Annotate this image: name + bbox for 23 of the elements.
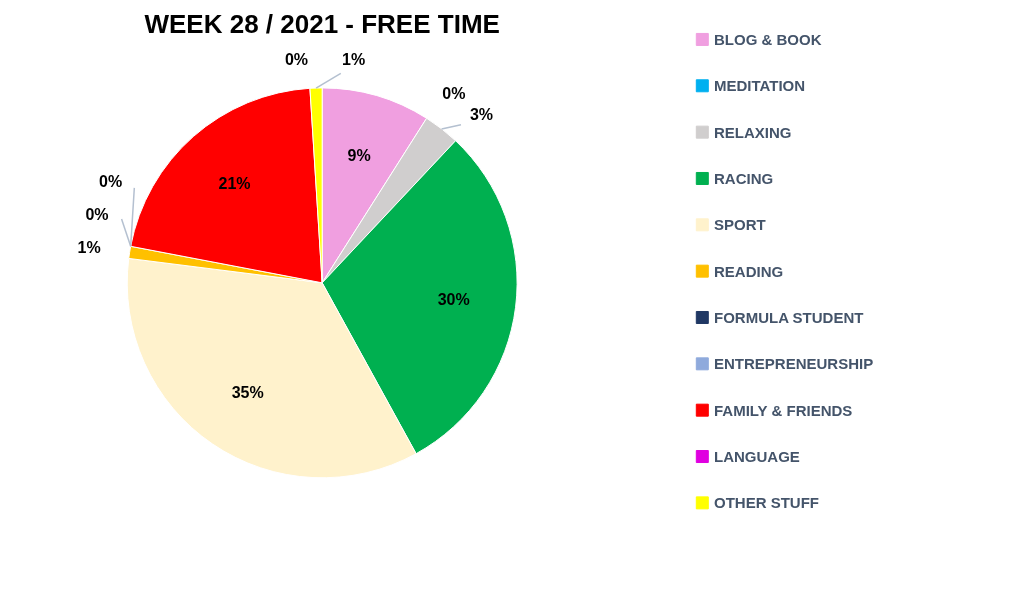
data-label: 9% — [347, 147, 371, 165]
legend-label: RELAXING — [714, 123, 792, 141]
legend-label: OTHER STUFF — [714, 494, 820, 512]
data-label: 30% — [437, 290, 470, 308]
legend-label: SPORT — [714, 216, 766, 234]
legend-label: FORMULA STUDENT — [714, 309, 864, 326]
data-label: 1% — [342, 51, 366, 69]
data-label: 21% — [218, 175, 251, 193]
data-label: 1% — [77, 239, 101, 257]
legend-label: FAMILY & FRIENDS — [714, 401, 853, 419]
chart-title: WEEK 28 / 2021 - FREE TIME — [144, 8, 500, 39]
legend-label: LANGUAGE — [714, 448, 800, 466]
legend-label: BLOG & BOOK — [714, 30, 822, 48]
legend-label: ENTREPRENEURSHIP — [714, 355, 874, 373]
text: 0% — [284, 50, 309, 68]
legend-label: READING — [714, 262, 784, 280]
text: 0% — [442, 85, 466, 103]
legend-label: MEDITATION — [714, 77, 806, 95]
data-label: 35% — [231, 383, 264, 401]
text: 0% — [85, 206, 109, 224]
text: 0% — [99, 173, 123, 191]
legend-label: RACING — [714, 169, 774, 187]
data-label: 3% — [469, 105, 494, 123]
